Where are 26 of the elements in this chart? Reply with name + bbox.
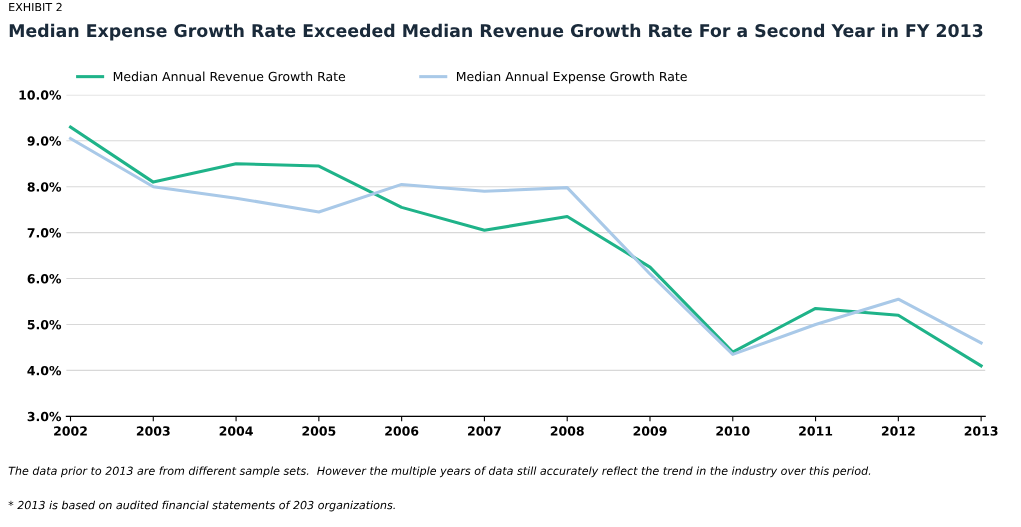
chart-title: Median Expense Growth Rate Exceeded Median Revenue Growth Rate For a Second Year in FY 2013 xyxy=(9,23,983,41)
x-tick-label: 2008 xyxy=(550,426,584,436)
text: The data prior to 2013 are from different sample sets. However the multiple years of data still accurately reflect the trend in the industry over this period. xyxy=(8,466,871,478)
x-tick-label: 2009 xyxy=(633,426,667,436)
text: EXHIBIT 2 xyxy=(9,2,62,12)
x-tick-label: 2005 xyxy=(302,426,336,436)
y-tick-label: 5.0% xyxy=(27,319,62,330)
x-tick-label: 2013 xyxy=(964,426,998,436)
x-tick-label: 2006 xyxy=(385,426,419,436)
x-tick-label: 2012 xyxy=(881,426,915,436)
x-tick-label: 2010 xyxy=(716,426,750,436)
x-tick-label: 2011 xyxy=(799,426,833,436)
y-tick-label: 9.0% xyxy=(27,136,62,146)
x-tick-label: 2003 xyxy=(136,426,170,436)
y-tick-label: 6.0% xyxy=(27,274,62,284)
text: * 2013 is based on audited financial statements of 203 organizations. xyxy=(8,500,395,512)
y-tick-label: 10.0% xyxy=(19,90,62,100)
x-tick-label: 2004 xyxy=(219,426,253,436)
legend-label: Median Annual Expense Growth Rate xyxy=(456,71,687,84)
x-tick-label: 2007 xyxy=(468,426,501,436)
legend-label: Median Annual Revenue Growth Rate xyxy=(113,71,346,82)
y-tick-label: 4.0% xyxy=(27,365,62,376)
y-tick-label: 7.0% xyxy=(27,228,62,238)
y-tick-label: 8.0% xyxy=(27,182,62,192)
y-tick-label: 3.0% xyxy=(27,411,62,422)
x-tick-label: 2002 xyxy=(54,426,87,436)
